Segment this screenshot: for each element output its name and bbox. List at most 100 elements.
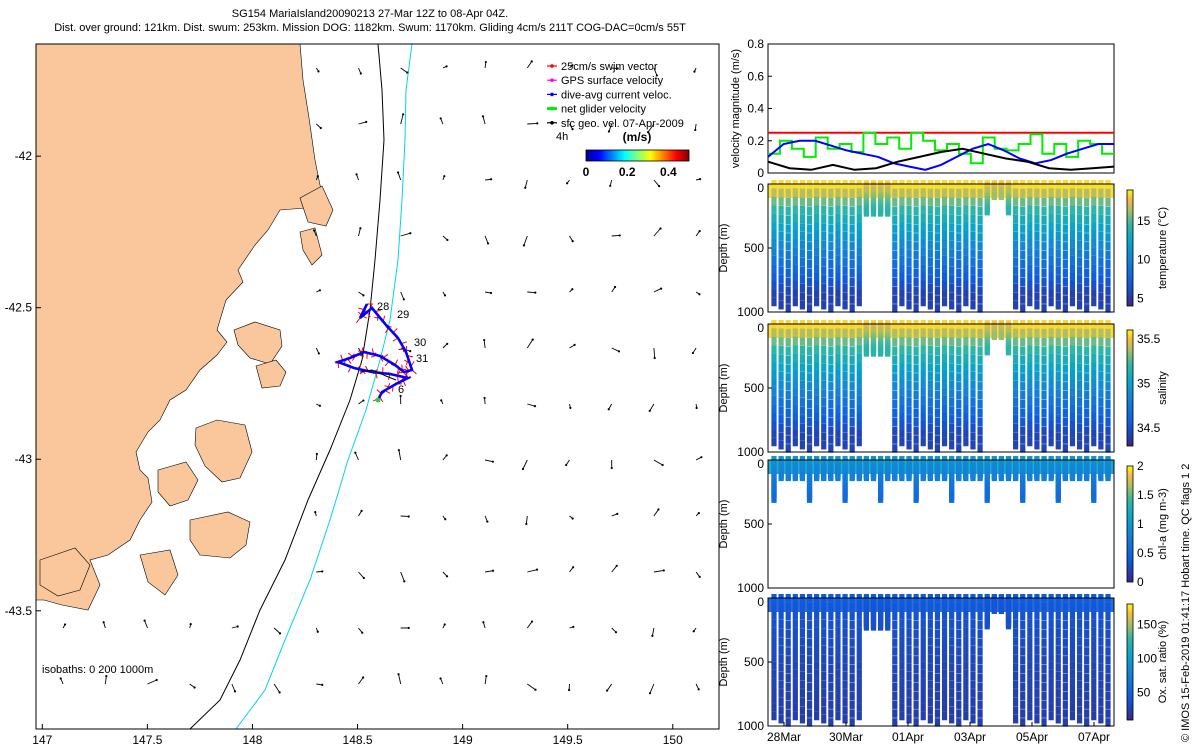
profile-sample <box>828 673 834 683</box>
profile-sample <box>906 283 912 293</box>
velocity-axes-box <box>767 43 1115 174</box>
profile-sample <box>806 224 813 233</box>
profile-sample <box>899 395 905 405</box>
profile-sample <box>771 678 777 687</box>
profile-sample <box>1084 611 1090 621</box>
profile-sample <box>778 423 784 433</box>
geo-velocity-arrowhead <box>397 449 400 452</box>
profile-sample <box>1055 275 1061 284</box>
profile-sample <box>821 188 827 198</box>
profile-sample <box>963 472 969 482</box>
profile-sample <box>842 371 848 381</box>
profile-sample <box>1020 691 1026 701</box>
profile-sample <box>1020 206 1026 216</box>
profile-sample <box>927 214 933 224</box>
profile-sample <box>814 627 820 637</box>
profile-sample <box>906 628 912 638</box>
profile-sample <box>892 197 898 207</box>
profile-sample <box>913 629 919 638</box>
profile-sample <box>1062 224 1068 233</box>
profile-sample <box>1098 628 1104 638</box>
profile-sample <box>863 348 869 357</box>
profile-sample <box>1048 644 1054 653</box>
profile-sample <box>849 399 855 409</box>
profile-sample <box>899 230 905 239</box>
profile-sample <box>934 346 941 356</box>
surface-band <box>768 324 1114 338</box>
profile-sample <box>956 718 962 727</box>
profile-sample <box>785 691 791 701</box>
profile-sample <box>814 222 820 231</box>
profile-sample <box>1055 680 1061 689</box>
profile-sample <box>1048 378 1054 388</box>
profile-sample <box>799 628 806 638</box>
profile-sample <box>941 213 948 223</box>
y-tick-label: -43.5 <box>5 604 33 618</box>
profile-sample <box>1098 663 1104 672</box>
profile-sample <box>1084 399 1090 409</box>
profile-sample <box>778 292 784 301</box>
profile-sample <box>899 694 905 704</box>
profile-sample <box>906 300 912 310</box>
profile-sample <box>1062 373 1068 382</box>
geo-velocity-arrow <box>651 627 655 636</box>
profile-sample <box>892 268 898 278</box>
profile-sample <box>1013 654 1019 663</box>
profile-sample <box>920 370 926 379</box>
profile-sample <box>949 628 955 638</box>
profile-sample <box>970 275 976 284</box>
profile-sample <box>934 611 941 621</box>
profile-sample <box>956 250 962 260</box>
profile-sample <box>1091 610 1097 620</box>
profile-sample <box>963 230 969 239</box>
profile-sample <box>835 703 841 712</box>
profile-sample <box>970 266 976 275</box>
profile-sample <box>941 686 948 696</box>
profile-sample <box>1105 337 1111 347</box>
geo-velocity-arrowhead <box>534 291 537 294</box>
profile-sample <box>1041 337 1047 347</box>
profile-sample <box>949 671 955 681</box>
profile-sample <box>870 622 877 631</box>
profile-sample <box>1076 706 1083 715</box>
profile-sample <box>814 196 820 206</box>
profile-sample <box>849 390 855 400</box>
profile-sample <box>1027 703 1033 712</box>
profile-sample <box>792 619 798 628</box>
profile-sample <box>814 264 820 273</box>
geo-velocity-arrowhead <box>354 451 357 454</box>
profile-sample <box>856 247 862 256</box>
profile-sample <box>1048 429 1054 438</box>
profile-sample <box>806 417 813 427</box>
profile-sample <box>1105 620 1111 630</box>
profile-sample <box>892 382 898 391</box>
profile-sample <box>856 652 862 662</box>
profile-sample <box>1076 628 1083 638</box>
geo-velocity-arrowhead <box>443 294 447 297</box>
profile-sample <box>1084 337 1090 347</box>
profile-sample <box>1062 364 1068 373</box>
geo-velocity-arrowhead <box>109 742 111 744</box>
profile-sample <box>949 406 955 415</box>
profile-sample <box>835 222 841 231</box>
geo-velocity-arrow <box>696 737 699 740</box>
profile-sample <box>1098 300 1104 310</box>
profile-sample <box>1105 426 1111 435</box>
profile-sample <box>949 706 955 715</box>
profile-sample <box>977 656 983 665</box>
profile-sample <box>1076 292 1083 301</box>
profile-sample <box>970 328 976 338</box>
profile-sample <box>920 437 926 447</box>
profile-sample <box>828 629 834 638</box>
profile-sample <box>927 697 933 707</box>
profile-sample <box>1105 709 1111 718</box>
profile-sample <box>1055 697 1061 707</box>
profile-sample <box>1084 673 1090 683</box>
profile-sample <box>899 669 905 679</box>
profile-sample <box>771 345 777 354</box>
profile-sample <box>934 215 941 224</box>
profile-sample <box>792 378 798 388</box>
geo-velocity-arrow <box>526 339 534 349</box>
profile-sample <box>1020 399 1026 409</box>
profile-sample <box>949 494 955 503</box>
